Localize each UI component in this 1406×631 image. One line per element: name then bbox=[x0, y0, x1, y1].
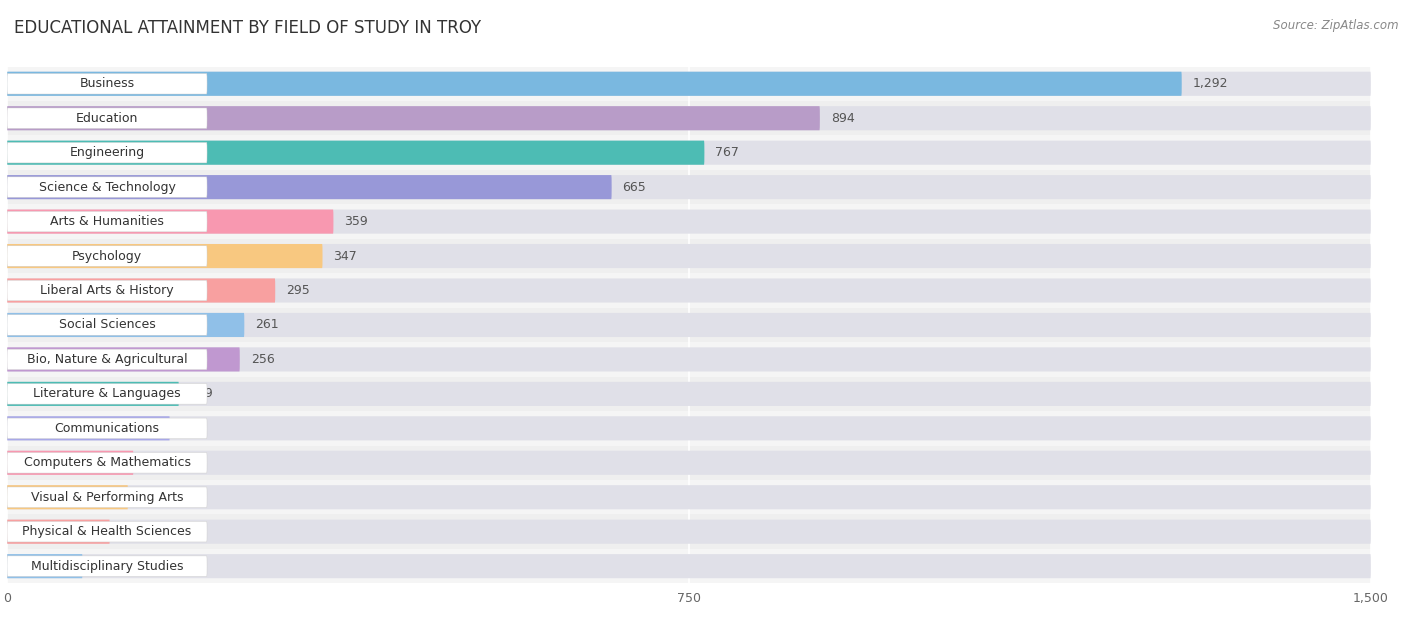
FancyBboxPatch shape bbox=[7, 280, 207, 301]
Text: Computers & Mathematics: Computers & Mathematics bbox=[24, 456, 191, 469]
FancyBboxPatch shape bbox=[7, 143, 207, 163]
FancyBboxPatch shape bbox=[7, 520, 1371, 544]
FancyBboxPatch shape bbox=[7, 106, 820, 130]
FancyBboxPatch shape bbox=[7, 315, 207, 335]
FancyBboxPatch shape bbox=[7, 211, 207, 232]
Text: Social Sciences: Social Sciences bbox=[59, 319, 156, 331]
FancyBboxPatch shape bbox=[7, 74, 207, 94]
FancyBboxPatch shape bbox=[7, 418, 207, 439]
Text: Bio, Nature & Agricultural: Bio, Nature & Agricultural bbox=[27, 353, 187, 366]
Text: Literature & Languages: Literature & Languages bbox=[34, 387, 181, 401]
Text: Education: Education bbox=[76, 112, 138, 125]
Bar bbox=[7, 66, 1371, 101]
Bar bbox=[7, 101, 1371, 136]
FancyBboxPatch shape bbox=[7, 452, 207, 473]
Bar bbox=[7, 308, 1371, 342]
Text: Physical & Health Sciences: Physical & Health Sciences bbox=[22, 525, 191, 538]
Text: Psychology: Psychology bbox=[72, 249, 142, 262]
FancyBboxPatch shape bbox=[7, 349, 207, 370]
Text: 133: 133 bbox=[139, 491, 163, 504]
Bar bbox=[7, 549, 1371, 584]
Bar bbox=[7, 411, 1371, 445]
FancyBboxPatch shape bbox=[7, 278, 276, 303]
FancyBboxPatch shape bbox=[7, 108, 207, 129]
Text: Liberal Arts & History: Liberal Arts & History bbox=[41, 284, 174, 297]
FancyBboxPatch shape bbox=[7, 416, 170, 440]
FancyBboxPatch shape bbox=[7, 521, 207, 542]
FancyBboxPatch shape bbox=[7, 451, 134, 475]
Bar bbox=[7, 136, 1371, 170]
Bar bbox=[7, 514, 1371, 549]
Bar bbox=[7, 377, 1371, 411]
FancyBboxPatch shape bbox=[7, 313, 245, 337]
Bar bbox=[7, 170, 1371, 204]
FancyBboxPatch shape bbox=[7, 175, 612, 199]
Text: 179: 179 bbox=[181, 422, 204, 435]
FancyBboxPatch shape bbox=[7, 485, 1371, 509]
FancyBboxPatch shape bbox=[7, 384, 207, 404]
FancyBboxPatch shape bbox=[7, 382, 179, 406]
FancyBboxPatch shape bbox=[7, 175, 1371, 199]
Text: Source: ZipAtlas.com: Source: ZipAtlas.com bbox=[1274, 19, 1399, 32]
Text: 894: 894 bbox=[831, 112, 855, 125]
FancyBboxPatch shape bbox=[7, 556, 207, 576]
FancyBboxPatch shape bbox=[7, 487, 207, 507]
FancyBboxPatch shape bbox=[7, 313, 1371, 337]
FancyBboxPatch shape bbox=[7, 554, 83, 578]
FancyBboxPatch shape bbox=[7, 347, 1371, 372]
FancyBboxPatch shape bbox=[7, 244, 1371, 268]
Text: 767: 767 bbox=[716, 146, 740, 159]
Text: Business: Business bbox=[80, 77, 135, 90]
FancyBboxPatch shape bbox=[7, 278, 1371, 303]
Bar bbox=[7, 204, 1371, 239]
Text: Arts & Humanities: Arts & Humanities bbox=[51, 215, 165, 228]
FancyBboxPatch shape bbox=[7, 485, 128, 509]
Text: Visual & Performing Arts: Visual & Performing Arts bbox=[31, 491, 183, 504]
Text: 256: 256 bbox=[250, 353, 274, 366]
FancyBboxPatch shape bbox=[7, 141, 1371, 165]
FancyBboxPatch shape bbox=[7, 520, 110, 544]
Text: Communications: Communications bbox=[55, 422, 159, 435]
Bar bbox=[7, 480, 1371, 514]
FancyBboxPatch shape bbox=[7, 209, 1371, 233]
Text: Science & Technology: Science & Technology bbox=[38, 180, 176, 194]
Text: 139: 139 bbox=[145, 456, 167, 469]
FancyBboxPatch shape bbox=[7, 106, 1371, 130]
FancyBboxPatch shape bbox=[7, 382, 1371, 406]
Text: 1,292: 1,292 bbox=[1192, 77, 1229, 90]
FancyBboxPatch shape bbox=[7, 141, 704, 165]
Bar bbox=[7, 239, 1371, 273]
Text: 347: 347 bbox=[333, 249, 357, 262]
Bar bbox=[7, 445, 1371, 480]
Text: 359: 359 bbox=[344, 215, 368, 228]
Text: Engineering: Engineering bbox=[69, 146, 145, 159]
Bar bbox=[7, 342, 1371, 377]
Text: 665: 665 bbox=[623, 180, 647, 194]
Text: 295: 295 bbox=[287, 284, 309, 297]
FancyBboxPatch shape bbox=[7, 246, 207, 266]
FancyBboxPatch shape bbox=[7, 72, 1371, 96]
FancyBboxPatch shape bbox=[7, 209, 333, 233]
FancyBboxPatch shape bbox=[7, 554, 1371, 578]
FancyBboxPatch shape bbox=[7, 416, 1371, 440]
FancyBboxPatch shape bbox=[7, 72, 1181, 96]
FancyBboxPatch shape bbox=[7, 347, 240, 372]
Text: EDUCATIONAL ATTAINMENT BY FIELD OF STUDY IN TROY: EDUCATIONAL ATTAINMENT BY FIELD OF STUDY… bbox=[14, 19, 481, 37]
FancyBboxPatch shape bbox=[7, 177, 207, 198]
FancyBboxPatch shape bbox=[7, 244, 322, 268]
Text: 261: 261 bbox=[256, 319, 278, 331]
Text: 83: 83 bbox=[93, 560, 110, 573]
Text: Multidisciplinary Studies: Multidisciplinary Studies bbox=[31, 560, 183, 573]
Text: 113: 113 bbox=[121, 525, 145, 538]
Bar bbox=[7, 273, 1371, 308]
FancyBboxPatch shape bbox=[7, 451, 1371, 475]
Text: 189: 189 bbox=[190, 387, 214, 401]
